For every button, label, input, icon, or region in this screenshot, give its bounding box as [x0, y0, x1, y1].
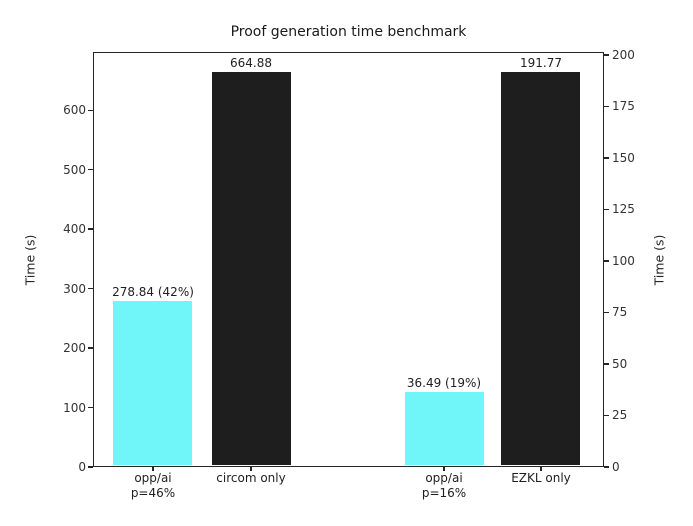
chart-title: Proof generation time benchmark	[230, 24, 467, 40]
right-y-tick-label: 100	[612, 253, 635, 268]
right-y-tick-label: 150	[612, 150, 635, 165]
right-y-tick	[604, 54, 609, 56]
right-y-tick	[604, 363, 609, 365]
x-axis-tick	[152, 466, 154, 471]
x-axis-tick	[540, 466, 542, 471]
x-category-label: opp/ai p=46%	[83, 471, 223, 501]
bar-value-label: 664.88	[230, 55, 272, 70]
x-axis-tick	[250, 466, 252, 471]
left-y-tick-label: 100	[63, 400, 86, 415]
right-y-tick	[604, 105, 609, 108]
x-category-label-line: opp/ai	[425, 471, 463, 485]
right-y-tick	[604, 208, 609, 211]
right-y-tick	[604, 466, 609, 468]
left-y-tick	[88, 228, 93, 230]
left-y-tick-label: 300	[63, 281, 86, 296]
left-y-tick	[88, 406, 93, 409]
left-y-tick-label: 200	[63, 341, 86, 356]
left-y-tick-label: 500	[63, 162, 86, 177]
bar	[113, 301, 193, 466]
right-y-tick	[604, 311, 609, 314]
left-y-tick	[88, 347, 93, 349]
right-y-tick-label: 175	[612, 99, 635, 114]
right-y-tick-label: 125	[612, 202, 635, 217]
right-y-tick-label: 50	[612, 356, 628, 371]
right-y-tick	[604, 414, 609, 417]
bar	[211, 71, 291, 466]
left-y-tick	[88, 287, 93, 290]
left-y-tick-label: 400	[63, 222, 86, 237]
left-y-axis-label: Time (s)	[22, 234, 38, 286]
right-y-tick-label: 0	[612, 460, 620, 474]
right-y-axis-label: Time (s)	[651, 234, 667, 286]
x-axis-tick	[443, 466, 445, 471]
x-category-label: circom only	[181, 471, 321, 486]
x-category-label-line: circom only	[216, 471, 286, 485]
right-y-tick	[604, 260, 609, 262]
left-y-tick	[88, 168, 93, 171]
x-category-label: opp/ai p=16%	[374, 471, 514, 501]
left-y-tick-label: 600	[63, 103, 86, 118]
x-category-label-line: p=46%	[130, 486, 176, 500]
x-category-label-line: p=16%	[421, 486, 467, 500]
x-category-label: EZKL only	[471, 471, 611, 486]
bar-value-label: 36.49 (19%)	[406, 375, 482, 390]
bar	[501, 71, 581, 466]
right-y-tick-label: 200	[612, 47, 635, 62]
left-y-tick	[88, 109, 93, 112]
left-y-tick-label: 0	[78, 460, 86, 474]
right-y-tick-label: 75	[612, 305, 628, 320]
bar-value-label: 278.84 (42%)	[112, 285, 194, 300]
right-y-tick	[604, 157, 609, 159]
right-y-tick-label: 25	[612, 408, 628, 423]
x-category-label-line: opp/ai	[134, 471, 172, 485]
left-y-tick	[88, 466, 93, 468]
bar-value-label: 191.77	[519, 55, 562, 70]
bar	[404, 391, 484, 466]
x-category-label-line: EZKL only	[511, 471, 571, 485]
